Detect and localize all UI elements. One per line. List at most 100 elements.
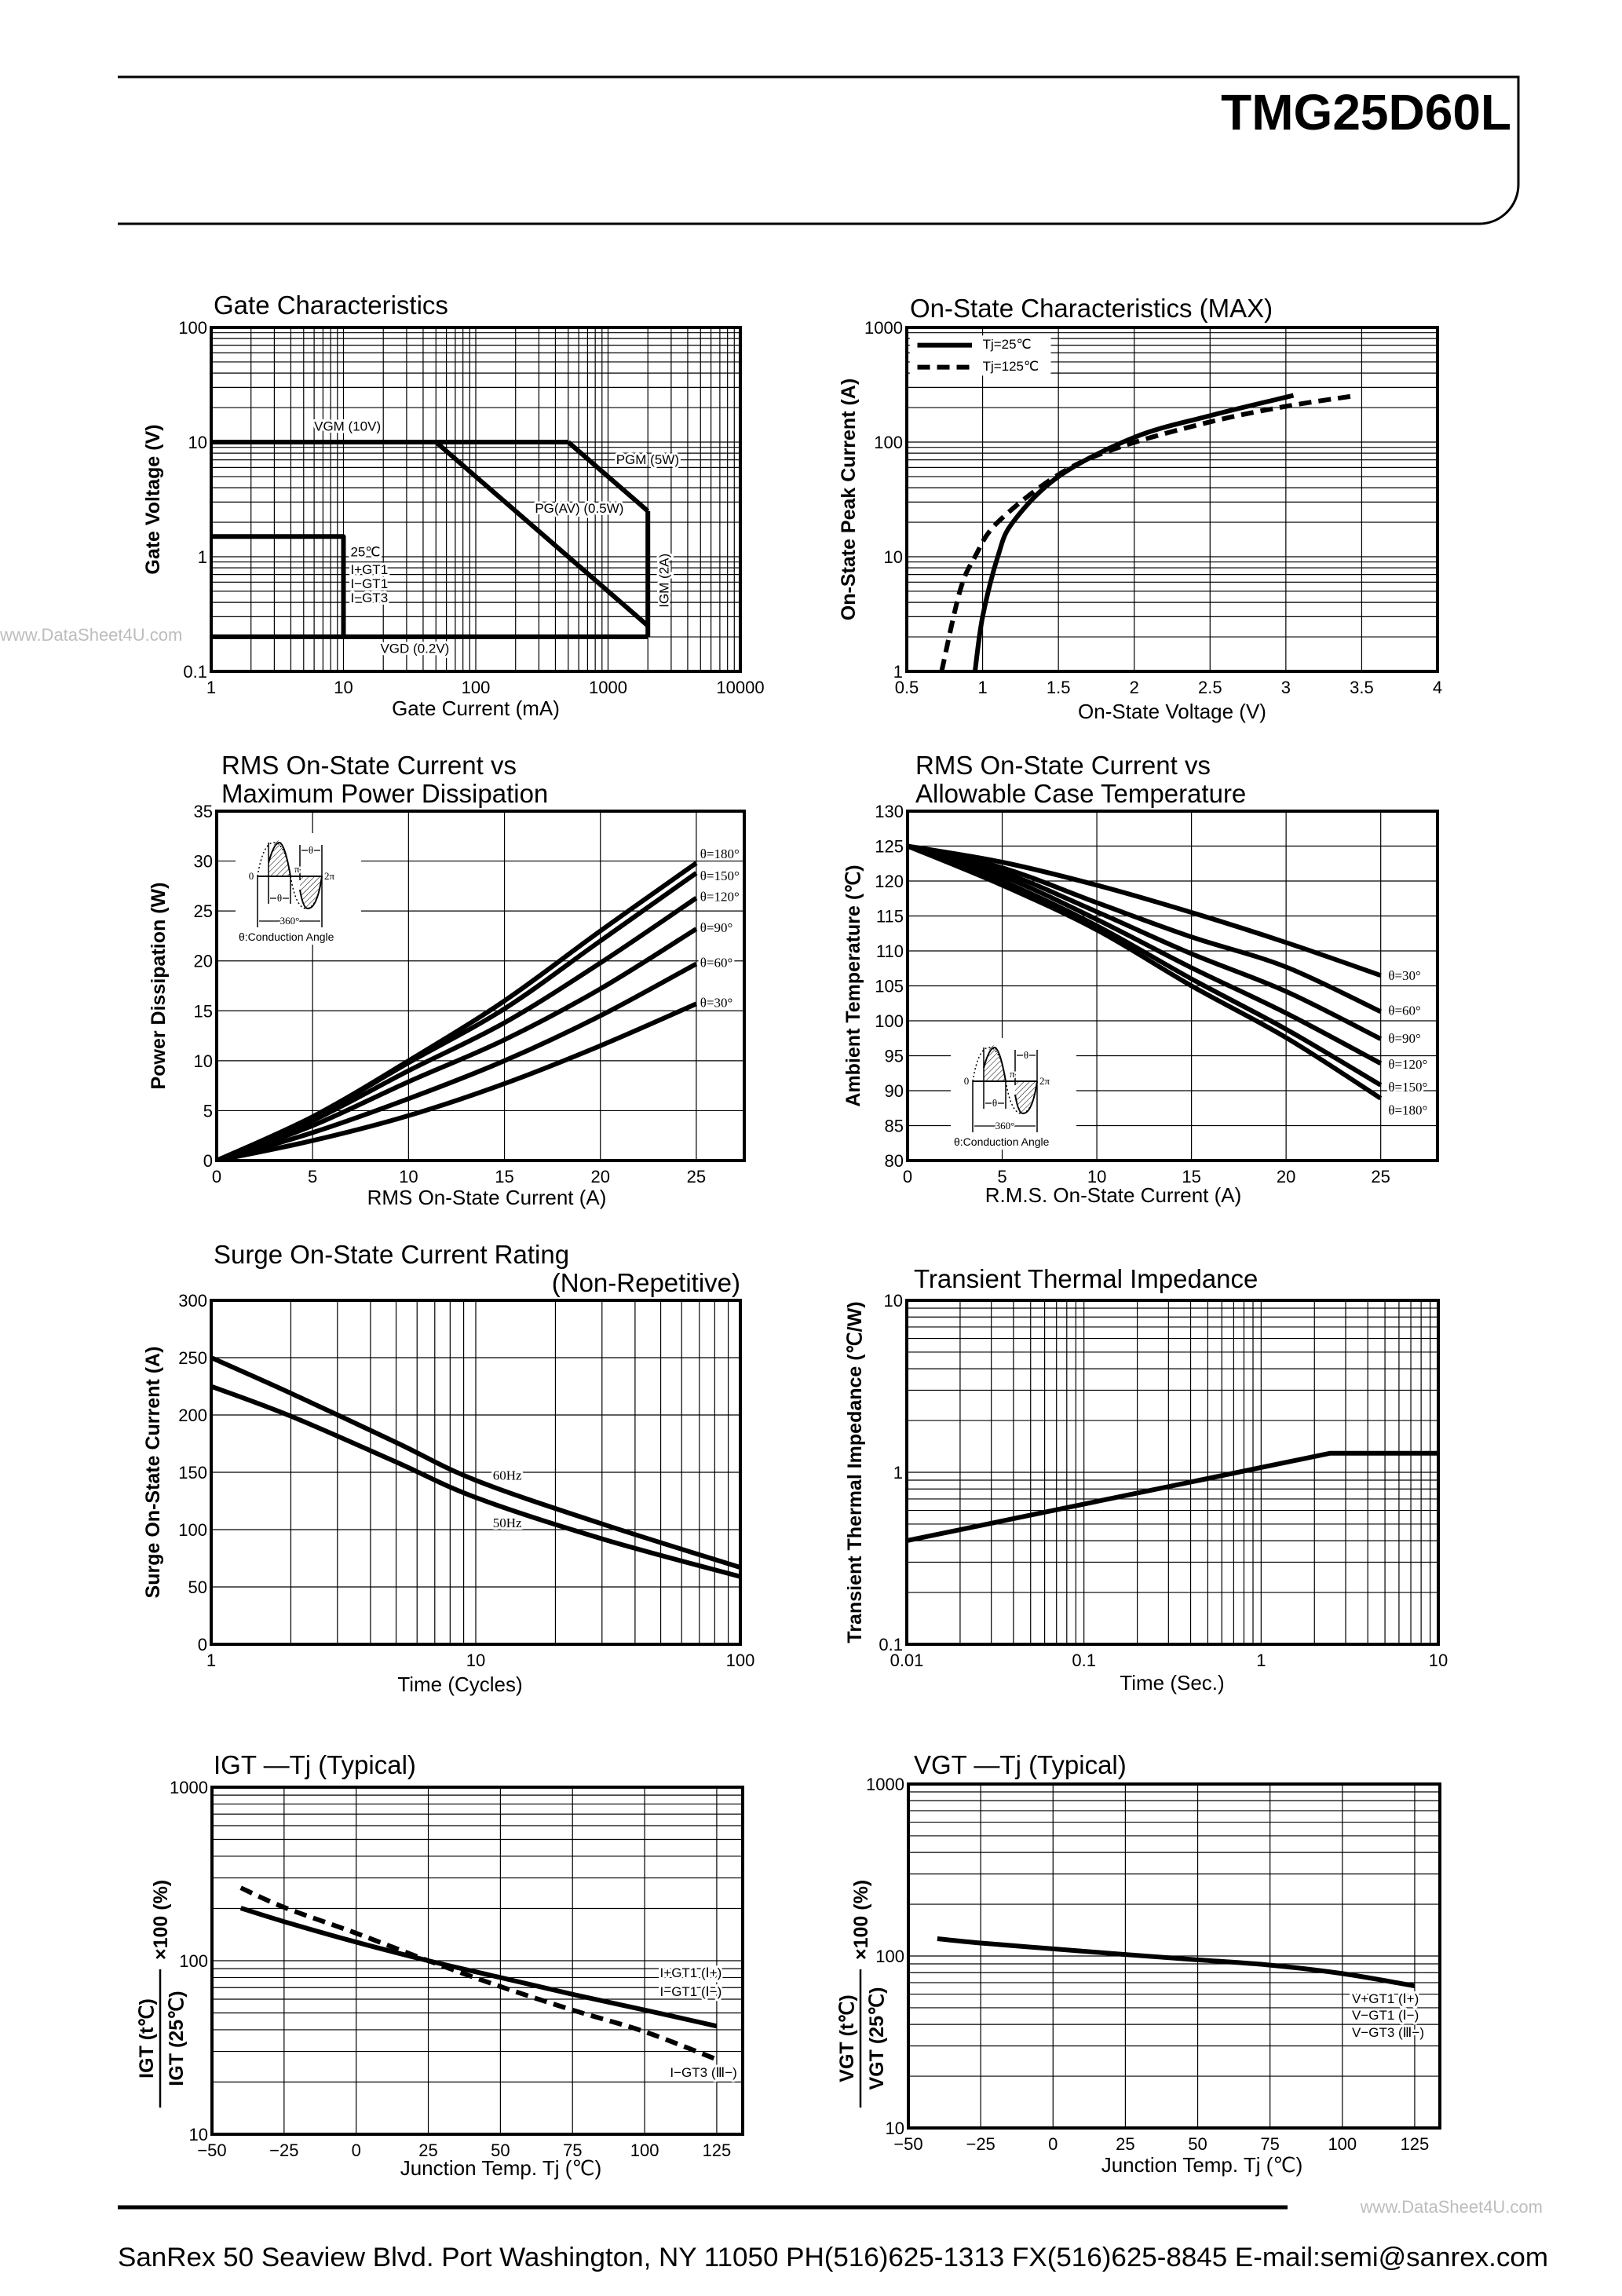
- x-tick-label: 25: [1116, 2134, 1134, 2154]
- part-number: TMG25D60L: [1221, 84, 1511, 141]
- inset-label-period: 360°: [280, 915, 300, 927]
- y-label-numerator: VGT (t℃): [836, 1994, 858, 2082]
- y-tick-label: 10: [188, 433, 207, 452]
- x-tick-label: 2.5: [1198, 678, 1222, 697]
- series-line: [211, 1384, 740, 1579]
- grid: [211, 1300, 740, 1644]
- chart-title: Allowable Case Temperature: [915, 779, 1246, 808]
- x-tick-label: 25: [1371, 1167, 1390, 1186]
- x-axis-label: Junction Temp. Tj (℃): [1101, 2153, 1303, 2177]
- y-tick-label: 300: [178, 1291, 207, 1311]
- series-label: θ=60°: [700, 955, 733, 970]
- y-tick-label: 0: [203, 1151, 213, 1171]
- inset-conduction-positive: [268, 841, 291, 877]
- conduction-angle-inset: 0 π 2π θ θ 360° θ:Conduction Angle: [236, 833, 361, 945]
- y-tick-label: 95: [885, 1047, 904, 1066]
- legend-label: Tj=125℃: [983, 359, 1039, 374]
- series-label: θ=120°: [1388, 1057, 1427, 1072]
- series-line: [566, 440, 650, 514]
- chart-5: Surge On-State Current Rating(Non-Repeti…: [142, 1240, 754, 1696]
- y-tick-label: 100: [179, 1951, 208, 1971]
- x-tick-label: 10000: [716, 678, 764, 697]
- series-label: θ=180°: [1388, 1103, 1427, 1118]
- plot-frame: [906, 810, 1439, 1162]
- y-tick-label: 250: [178, 1348, 207, 1368]
- annotation-label: I−GT3: [350, 590, 388, 605]
- y-label-factor: ×100 (%): [150, 1880, 172, 1960]
- series-label: θ=30°: [700, 995, 733, 1010]
- x-tick-label: 125: [1401, 2134, 1430, 2154]
- series-label: 60Hz: [493, 1468, 522, 1483]
- series-line: [908, 843, 1383, 1066]
- y-label-denominator: IGT (25℃): [166, 1991, 188, 2086]
- x-tick-label: 100: [630, 2141, 659, 2160]
- x-tick-label: 5: [308, 1167, 317, 1186]
- x-tick-label: 10: [334, 678, 353, 697]
- y-tick-label: 100: [178, 1520, 207, 1540]
- series-label: θ=90°: [700, 920, 733, 935]
- chart-title: Maximum Power Dissipation: [221, 779, 548, 808]
- x-axis-label: Junction Temp. Tj (℃): [400, 2156, 602, 2180]
- x-tick-label: 0: [903, 1167, 912, 1186]
- plot-frame: [210, 1786, 744, 2136]
- inset-label-zero: 0: [249, 870, 254, 882]
- plot-frame: [905, 326, 1439, 673]
- x-tick-label: 0: [212, 1167, 221, 1186]
- y-tick-label: 100: [875, 1947, 904, 1966]
- annotation-label: V−GT1 (Ⅰ−): [1352, 2008, 1419, 2023]
- y-tick-label: 30: [194, 852, 213, 872]
- series-line: [217, 871, 698, 1161]
- x-tick-label: 10: [399, 1167, 418, 1186]
- y-tick-label: 25: [194, 901, 213, 921]
- y-tick-label: 1: [893, 1463, 903, 1483]
- series-label: θ=150°: [700, 868, 740, 883]
- inset-label-theta: θ: [309, 844, 313, 856]
- series-line: [239, 1906, 718, 2029]
- inset-label-period: 360°: [995, 1120, 1015, 1132]
- x-tick-label: 10: [1429, 1651, 1448, 1670]
- y-tick-label: 35: [194, 802, 213, 821]
- grid: [907, 1300, 1438, 1644]
- x-tick-label: 1: [206, 678, 216, 697]
- y-tick-label: 100: [875, 1011, 904, 1031]
- x-tick-label: 75: [563, 2141, 582, 2160]
- y-label-factor: ×100 (%): [850, 1880, 872, 1960]
- series-label: θ=150°: [1388, 1080, 1427, 1095]
- series-label: 50Hz: [493, 1515, 522, 1530]
- x-tick-label: 0: [1048, 2134, 1058, 2154]
- y-tick-label: 10: [884, 1291, 903, 1311]
- inset-label-two_pi: 2π: [1039, 1075, 1050, 1087]
- y-tick-label: 130: [875, 802, 904, 821]
- chart-title: VGT —Tj (Typical): [914, 1750, 1127, 1779]
- series-line: [217, 927, 698, 1161]
- y-tick-label: 1000: [866, 1775, 904, 1794]
- series-line: [239, 1885, 718, 2062]
- chart-1: Gate Characteristics VGM (10V) PGM (5W) IGM…: [142, 291, 765, 720]
- y-tick-label: 110: [876, 941, 904, 961]
- x-tick-label: 15: [1182, 1167, 1200, 1186]
- x-tick-label: 3.5: [1350, 678, 1374, 697]
- y-axis-label: Transient Thermal Impedance (℃/W): [844, 1301, 866, 1643]
- inset-label-theta: θ: [992, 1097, 997, 1109]
- y-tick-label: 125: [875, 837, 904, 857]
- x-tick-label: 0: [352, 2141, 361, 2160]
- inset-sine-positive: [257, 842, 291, 877]
- series-group: [908, 843, 1383, 1101]
- x-tick-label: 1: [1256, 1651, 1266, 1670]
- footer-address: SanRex 50 Seaview Blvd. Port Washington,…: [118, 2243, 1548, 2272]
- inset-hatch-negative: [300, 876, 322, 909]
- series-group: [937, 1936, 1416, 1989]
- x-tick-label: 1000: [589, 678, 627, 697]
- footer: www.DataSheet4U.com SanRex 50 Seaview Bl…: [118, 2197, 1548, 2272]
- x-tick-label: 10: [466, 1651, 485, 1670]
- chart-title: On-State Characteristics (MAX): [910, 294, 1273, 323]
- series-line: [908, 843, 1383, 1041]
- inset-label-theta: θ: [277, 892, 282, 904]
- x-tick-label: 10: [1087, 1167, 1106, 1186]
- series-line: [939, 393, 1358, 671]
- x-tick-label: −50: [197, 2141, 226, 2160]
- x-tick-label: −25: [966, 2134, 995, 2154]
